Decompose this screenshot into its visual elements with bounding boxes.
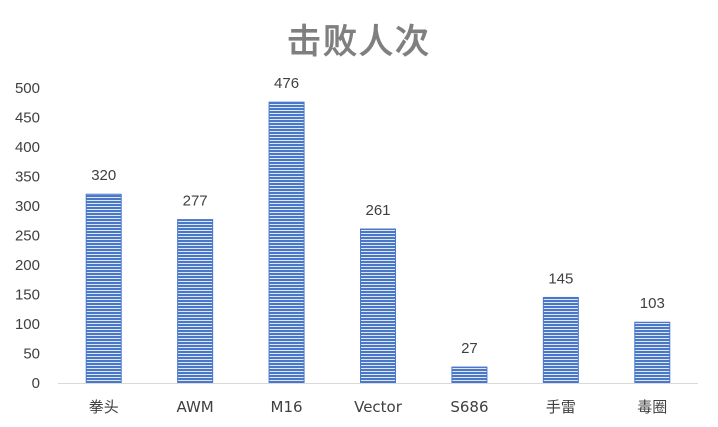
- data-label: 320: [91, 167, 116, 184]
- y-tick-label: 200: [15, 257, 40, 274]
- data-label: 261: [365, 202, 390, 219]
- data-label: 103: [640, 295, 665, 312]
- bar: [360, 228, 396, 384]
- x-tick-label: AWM: [177, 398, 214, 416]
- y-tick-label: 0: [32, 375, 40, 392]
- bar: [85, 193, 122, 384]
- chart-title: 击败人次: [287, 22, 431, 62]
- bar: [177, 219, 214, 384]
- y-tick-label: 400: [15, 139, 40, 156]
- data-labels: 320 277 476 261 27 145 103: [91, 75, 665, 357]
- y-tick-label: 150: [15, 287, 40, 304]
- y-tick-label: 50: [23, 346, 40, 363]
- x-tick-label: 拳头: [89, 398, 119, 416]
- x-tick-label: 手雷: [546, 398, 576, 416]
- x-tick-label: M16: [271, 398, 303, 416]
- y-tick-label: 300: [15, 198, 40, 215]
- y-tick-label: 450: [15, 110, 40, 127]
- x-tick-label: 毒圈: [637, 398, 667, 416]
- data-label: 476: [274, 75, 299, 92]
- y-tick-label: 350: [15, 169, 40, 186]
- data-label: 277: [183, 193, 208, 210]
- y-tick-label: 100: [15, 316, 40, 333]
- bar: [268, 101, 305, 384]
- y-tick-label: 250: [15, 228, 40, 245]
- y-axis: 0 50 100 150 200 250 300 350 400 450 500: [15, 80, 40, 392]
- bars: [85, 101, 671, 384]
- data-label: 27: [461, 340, 478, 357]
- y-tick-label: 500: [15, 80, 40, 97]
- bar: [542, 296, 579, 384]
- x-tick-label: Vector: [354, 398, 403, 416]
- x-tick-label: S686: [450, 398, 488, 416]
- x-axis: 拳头 AWM M16 Vector S686 手雷 毒圈: [89, 398, 668, 416]
- bar: [634, 321, 671, 384]
- bar: [451, 366, 488, 384]
- data-label: 145: [548, 270, 573, 287]
